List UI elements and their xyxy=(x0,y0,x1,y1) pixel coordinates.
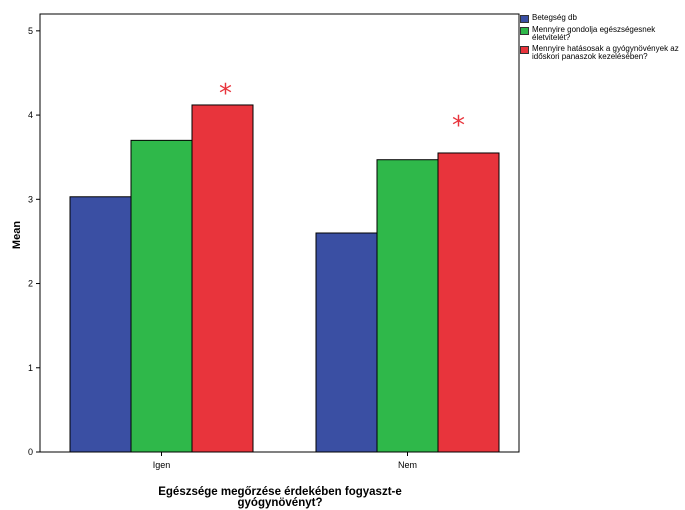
legend-label-2: Mennyire hatásosak a gyógynövények az id… xyxy=(532,44,679,61)
bar-igen-series-0 xyxy=(69,196,132,453)
bar-igen-series-2 xyxy=(191,104,254,453)
legend-item-0: Betegség db xyxy=(520,14,680,23)
legend: Betegség db Mennyire gondolja egészséges… xyxy=(520,14,680,64)
bar-nem-series-2 xyxy=(437,152,500,453)
annotations-group: ** xyxy=(219,79,465,141)
bar-nem-series-0 xyxy=(315,232,378,453)
y-tick-label-5: 5 xyxy=(28,26,33,36)
legend-swatch-0 xyxy=(520,15,529,23)
x-axis: Igen Nem xyxy=(153,452,417,470)
legend-label-0: Betegség db xyxy=(532,13,577,22)
y-tick-label-3: 3 xyxy=(28,194,33,204)
y-axis: 0 1 2 3 4 5 xyxy=(28,26,40,457)
y-tick-label-4: 4 xyxy=(28,110,33,120)
significance-asterisk-0: * xyxy=(219,79,232,109)
y-axis-title: Mean xyxy=(11,221,23,249)
x-axis-title-line1: Egészsége megőrzése érdekében fogyaszt-e xyxy=(158,486,402,498)
x-axis-title-line2: gyógynövényt? xyxy=(237,497,323,509)
y-tick-label-0: 0 xyxy=(28,447,33,457)
y-tick-label-2: 2 xyxy=(28,279,33,289)
significance-asterisk-1: * xyxy=(452,111,465,141)
y-tick-label-1: 1 xyxy=(28,363,33,373)
x-tick-label-0: Igen xyxy=(153,460,171,470)
legend-swatch-1 xyxy=(520,27,529,35)
legend-swatch-2 xyxy=(520,46,529,54)
bar-igen-series-1 xyxy=(130,139,193,453)
legend-item-2: Mennyire hatásosak a gyógynövények az id… xyxy=(520,45,680,61)
legend-label-1: Mennyire gondolja egészségesnek életvite… xyxy=(532,25,656,42)
bar-nem-series-1 xyxy=(376,159,439,453)
legend-item-1: Mennyire gondolja egészségesnek életvite… xyxy=(520,26,680,42)
x-axis-title: Egészsége megőrzése érdekében fogyaszt-e… xyxy=(40,486,520,509)
x-tick-label-1: Nem xyxy=(398,460,417,470)
bars-group xyxy=(69,104,500,453)
